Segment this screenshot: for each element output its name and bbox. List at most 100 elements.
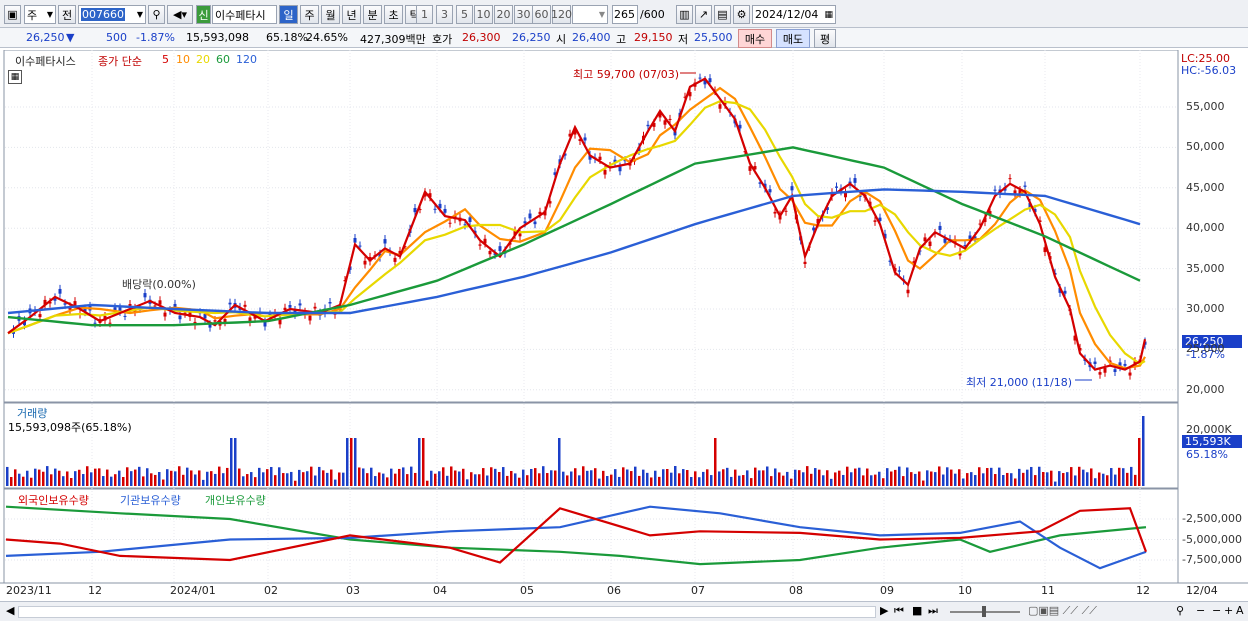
volume-bar: [650, 477, 653, 486]
window-icon[interactable]: ▣: [4, 5, 21, 24]
period-tab-3[interactable]: 년: [342, 5, 361, 24]
interval-button-1[interactable]: 3: [436, 5, 453, 24]
volume-bar: [106, 469, 109, 486]
lc-label: LC:25.00: [1181, 52, 1231, 65]
price-y-tick: 55,000: [1186, 100, 1225, 113]
evaluate-button[interactable]: 평: [814, 29, 836, 48]
stock-code-input[interactable]: 007660 ▼: [78, 5, 146, 24]
volume-bar: [1074, 475, 1077, 486]
period-tab-2[interactable]: 월: [321, 5, 340, 24]
institution-holding-line: [5, 505, 1147, 570]
sell-button[interactable]: 매도: [776, 29, 810, 48]
volume-bar: [778, 472, 781, 486]
scroll-left-icon[interactable]: ◀: [6, 604, 15, 617]
price-legend-series: 종가 단순: [98, 55, 142, 68]
candle-body: [213, 320, 217, 322]
period-tab-1[interactable]: 주: [300, 5, 319, 24]
stop-icon[interactable]: ■: [912, 604, 923, 617]
volume-bar: [830, 478, 833, 486]
volume-bar: [618, 476, 621, 486]
zoom-icon[interactable]: ⚲: [1176, 604, 1185, 617]
market-select[interactable]: 주 ▼: [24, 5, 56, 24]
hc-label: HC:-56.03: [1181, 64, 1237, 77]
interval-button-3[interactable]: 10: [474, 5, 493, 24]
layout-icons[interactable]: ▢▣▤ ⟋⟋ ⟋⟋: [1028, 604, 1097, 617]
volume-bar: [990, 467, 993, 486]
candle-body: [968, 235, 972, 240]
volume-bar: [1042, 472, 1045, 486]
interval-button-4[interactable]: 20: [494, 5, 513, 24]
prev-button[interactable]: 전: [58, 5, 76, 24]
volume-bar: [774, 468, 777, 486]
volume-bar: [566, 475, 569, 486]
count-input[interactable]: 265: [612, 5, 638, 24]
volume-bar: [330, 469, 333, 486]
zoom-out-icon[interactable]: −: [1196, 604, 1206, 617]
candle-body: [835, 186, 838, 188]
zoom-out-2-icon[interactable]: −: [1212, 604, 1222, 617]
period-tab-4[interactable]: 분: [363, 5, 382, 24]
forward-icon[interactable]: ⏭: [928, 604, 938, 617]
zoom-slider-handle[interactable]: [982, 606, 986, 617]
volume-bar: [230, 438, 233, 486]
x-axis-label: 06: [607, 584, 621, 597]
candle-body: [1013, 190, 1017, 196]
volume-bar: [858, 467, 861, 486]
table-icon[interactable]: ▦: [8, 70, 22, 84]
speaker-icon[interactable]: ◀▾: [167, 5, 193, 24]
candle-body: [478, 244, 482, 246]
volume-bar: [1038, 466, 1041, 486]
volume-bar: [286, 473, 289, 486]
chart-canvas[interactable]: [0, 50, 1248, 601]
low-label: 저: [678, 33, 689, 46]
volume-bar: [670, 472, 673, 486]
candle-body: [803, 261, 807, 265]
candle-body: [563, 153, 567, 156]
calendar-icon[interactable]: ▦: [824, 9, 833, 20]
scroll-right-icon[interactable]: ▶: [880, 604, 889, 617]
candle-body: [328, 302, 332, 304]
search-icon[interactable]: ⚲: [148, 5, 165, 24]
interval-button-2[interactable]: 5: [456, 5, 473, 24]
candle-body: [143, 293, 147, 298]
volume-bar: [250, 472, 253, 486]
volume-bar: [190, 470, 193, 486]
candle-body: [438, 203, 442, 209]
volume-bar: [98, 468, 101, 486]
zoom-in-icon[interactable]: +: [1224, 604, 1234, 617]
volume-bar: [410, 466, 413, 486]
date-input[interactable]: 2024/12/04 ▦: [752, 5, 836, 24]
buy-button[interactable]: 매수: [738, 29, 772, 48]
candle-body: [483, 238, 487, 244]
volume-bar: [1062, 473, 1065, 486]
draw-line-icon[interactable]: ↗: [695, 5, 712, 24]
volume-bar: [122, 476, 125, 486]
interval-button-6[interactable]: 60: [532, 5, 551, 24]
gear-icon[interactable]: ⚙: [733, 5, 750, 24]
bid-label: 호가: [432, 33, 453, 46]
candle-body: [1063, 290, 1067, 294]
interval-button-5[interactable]: 30: [514, 5, 533, 24]
font-icon[interactable]: A: [1236, 604, 1244, 617]
volume-bar: [738, 475, 741, 486]
volume-bar: [322, 470, 325, 486]
volume-bar: [902, 476, 905, 486]
candle-body: [1073, 335, 1077, 341]
period-tab-5[interactable]: 초: [384, 5, 403, 24]
interval-button-0[interactable]: 1: [416, 5, 433, 24]
volume-bar: [382, 473, 385, 486]
save-icon[interactable]: ▤: [714, 5, 731, 24]
scroll-track[interactable]: [18, 606, 876, 618]
interval-custom-select[interactable]: ▼: [572, 5, 608, 24]
volume-bar: [870, 475, 873, 486]
tools-icon[interactable]: ▥: [676, 5, 693, 24]
volume-bar: [790, 478, 793, 486]
period-tab-0[interactable]: 일: [279, 5, 298, 24]
volume-bar: [194, 474, 197, 486]
chart-area[interactable]: [0, 50, 1248, 601]
rewind-icon[interactable]: ⏮: [894, 604, 904, 617]
volume-bar: [162, 479, 165, 486]
volume-bar: [634, 466, 637, 486]
interval-button-7[interactable]: 120: [551, 5, 572, 24]
bottom-scroll-bar: ◀ ▶ ⏮ ■ ⏭ ▢▣▤ ⟋⟋ ⟋⟋ ⚲ − − + A: [0, 601, 1248, 621]
